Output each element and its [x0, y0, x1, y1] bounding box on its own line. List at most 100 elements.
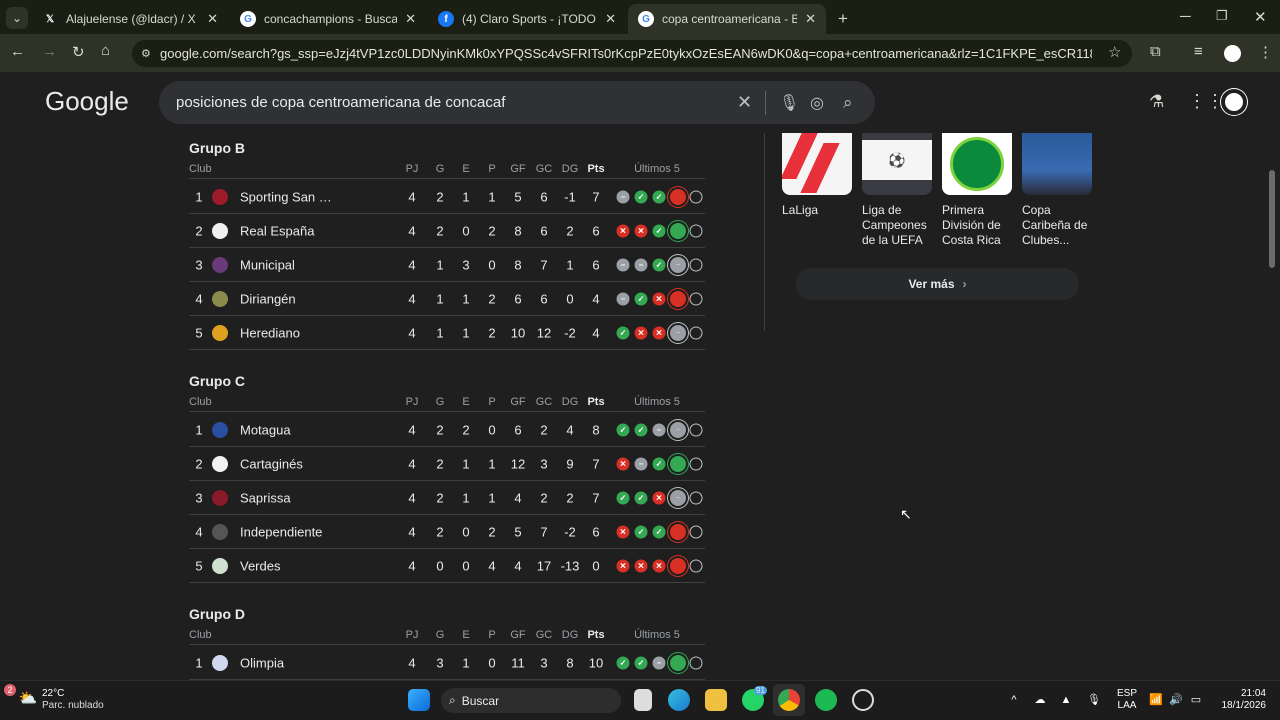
obs-icon[interactable]	[852, 689, 874, 711]
show-hidden-icons[interactable]: ^	[1011, 694, 1017, 706]
labs-icon[interactable]: ⚗	[1149, 92, 1165, 111]
forward-icon[interactable]: →	[42, 43, 57, 60]
search-icon[interactable]: ⌕	[843, 92, 853, 112]
table-row[interactable]: 5 Herediano 4 1 1 2 10 12 -2 4 ✓ ✕ ✕ −	[189, 316, 705, 350]
form-draw-icon[interactable]: −	[634, 258, 648, 271]
scrollbar-thumb[interactable]	[1269, 170, 1275, 268]
form-draw-icon[interactable]: −	[652, 656, 666, 669]
table-row[interactable]: 3 Municipal 4 1 3 0 8 7 1 6− − ✓ −	[189, 248, 705, 282]
close-icon[interactable]: ✕	[405, 11, 416, 26]
form-loss-icon[interactable]: ✕	[670, 188, 686, 205]
new-tab-button[interactable]: +	[838, 9, 848, 28]
form-empty-icon[interactable]	[689, 326, 703, 339]
lens-icon[interactable]: ◎	[810, 94, 824, 112]
task-view-icon[interactable]	[634, 689, 652, 711]
close-window-icon[interactable]: ✕	[1254, 9, 1267, 26]
tab-search-button[interactable]: ⌄	[6, 7, 28, 29]
form-loss-icon[interactable]: ✕	[634, 559, 648, 572]
form-draw-icon[interactable]: −	[670, 421, 686, 438]
form-loss-icon[interactable]: ✕	[652, 559, 666, 572]
club-name[interactable]: Municipal	[240, 257, 295, 272]
form-empty-icon[interactable]	[689, 258, 703, 271]
club-name[interactable]: Saprissa	[240, 490, 291, 505]
reload-icon[interactable]: ↻	[72, 44, 85, 61]
club-name[interactable]: Sporting San …	[240, 189, 332, 204]
form-draw-icon[interactable]: −	[616, 258, 630, 271]
form-empty-icon[interactable]	[689, 559, 703, 572]
form-loss-icon[interactable]: ✕	[616, 224, 630, 237]
form-empty-icon[interactable]	[689, 292, 703, 305]
table-row[interactable]: 1 Motagua 4 2 2 0 6 2 4 8 ✓ ✓ − −	[189, 413, 705, 447]
close-icon[interactable]: ✕	[207, 11, 218, 26]
site-info-icon[interactable]: ⚙	[141, 48, 151, 60]
account-avatar[interactable]	[1221, 89, 1247, 115]
form-empty-icon[interactable]	[689, 423, 703, 436]
back-icon[interactable]: ←	[10, 43, 25, 60]
related-card[interactable]: ⚽ Liga de Campeones de la UEFA	[862, 133, 932, 248]
battery-icon[interactable]: ▭	[1190, 694, 1202, 706]
form-win-icon[interactable]: ✓	[634, 491, 648, 504]
table-row[interactable]: 3 Saprissa 4 2 1 1 4 2 2 7 ✓ ✓ ✕ −	[189, 481, 705, 515]
profile-avatar[interactable]	[1224, 45, 1241, 62]
form-loss-icon[interactable]: ✕	[652, 326, 666, 339]
taskbar-search[interactable]: ⌕ Buscar	[441, 688, 621, 713]
form-loss-icon[interactable]: ✕	[616, 457, 630, 470]
weather-widget[interactable]: 22°C Parc. nublado	[42, 688, 104, 712]
google-logo[interactable]: Google	[45, 86, 129, 116]
close-icon[interactable]: ✕	[805, 11, 816, 26]
club-name[interactable]: Independiente	[240, 524, 323, 539]
club-name[interactable]: Diriangén	[240, 291, 296, 306]
form-win-icon[interactable]: ✓	[670, 222, 686, 239]
form-loss-icon[interactable]: ✕	[634, 326, 648, 339]
form-draw-icon[interactable]: −	[652, 423, 666, 436]
form-win-icon[interactable]: ✓	[652, 224, 666, 237]
form-win-icon[interactable]: ✓	[616, 326, 630, 339]
form-win-icon[interactable]: ✓	[634, 292, 648, 305]
table-row[interactable]: 1 Olimpia 4 3 1 0 11 3 8 10 ✓ ✓ − ✓	[189, 646, 705, 680]
form-draw-icon[interactable]: −	[670, 324, 686, 341]
menu-icon[interactable]: ⋮	[1258, 44, 1273, 61]
wifi-icon[interactable]: 📶	[1149, 694, 1163, 706]
minimize-icon[interactable]: ─	[1180, 8, 1191, 25]
related-card[interactable]: Primera División de Costa Rica	[942, 133, 1012, 248]
club-name[interactable]: Motagua	[240, 422, 291, 437]
form-win-icon[interactable]: ✓	[634, 656, 648, 669]
form-loss-icon[interactable]: ✕	[616, 525, 630, 538]
club-name[interactable]: Herediano	[240, 325, 300, 340]
edge-icon[interactable]	[668, 689, 690, 711]
form-loss-icon[interactable]: ✕	[670, 290, 686, 307]
table-row[interactable]: 1 Sporting San … 4 2 1 1 5 6 -1 7− ✓ ✓ ✕	[189, 180, 705, 214]
volume-icon[interactable]: 🔊	[1169, 694, 1183, 706]
related-card[interactable]: LaLiga	[782, 133, 852, 218]
form-win-icon[interactable]: ✓	[634, 525, 648, 538]
form-win-icon[interactable]: ✓	[652, 525, 666, 538]
table-row[interactable]: 2 Real España 4 2 0 2 8 6 2 6 ✕ ✕ ✓ ✓	[189, 214, 705, 248]
onedrive-icon[interactable]: ☁	[1034, 694, 1046, 706]
form-loss-icon[interactable]: ✕	[652, 491, 666, 504]
table-row[interactable]: 4 Independiente 4 2 0 2 5 7 -2 6 ✕ ✓ ✓ ✕	[189, 515, 705, 549]
form-draw-icon[interactable]: −	[670, 256, 686, 273]
form-win-icon[interactable]: ✓	[652, 258, 666, 271]
language-indicator[interactable]: ESP LAA	[1114, 688, 1140, 712]
windows-start-icon[interactable]	[408, 689, 430, 711]
address-bar[interactable]: ⚙ google.com/search?gs_ssp=eJzj4tVP1zc0LD…	[132, 40, 1132, 67]
form-loss-icon[interactable]: ✕	[652, 292, 666, 305]
form-loss-icon[interactable]: ✕	[670, 557, 686, 574]
weather-icon[interactable]: ⛅	[18, 690, 38, 707]
restore-icon[interactable]: ❐	[1216, 8, 1228, 23]
vpn-icon[interactable]: ▲	[1060, 694, 1072, 706]
form-win-icon[interactable]: ✓	[616, 423, 630, 436]
club-name[interactable]: Olimpia	[240, 655, 285, 670]
file-explorer-icon[interactable]	[705, 689, 727, 711]
form-empty-icon[interactable]	[689, 491, 703, 504]
table-row[interactable]: 4 Diriangén 4 1 1 2 6 6 0 4 − ✓ ✕ ✕	[189, 282, 705, 316]
form-loss-icon[interactable]: ✕	[670, 523, 686, 540]
form-empty-icon[interactable]	[689, 457, 703, 470]
ver-mas-button[interactable]: Ver más ›	[796, 268, 1079, 300]
microphone-icon[interactable]: 🎙	[779, 94, 800, 112]
form-draw-icon[interactable]: −	[616, 292, 630, 305]
form-loss-icon[interactable]: ✕	[616, 559, 630, 572]
clear-icon[interactable]: ✕	[737, 92, 753, 112]
